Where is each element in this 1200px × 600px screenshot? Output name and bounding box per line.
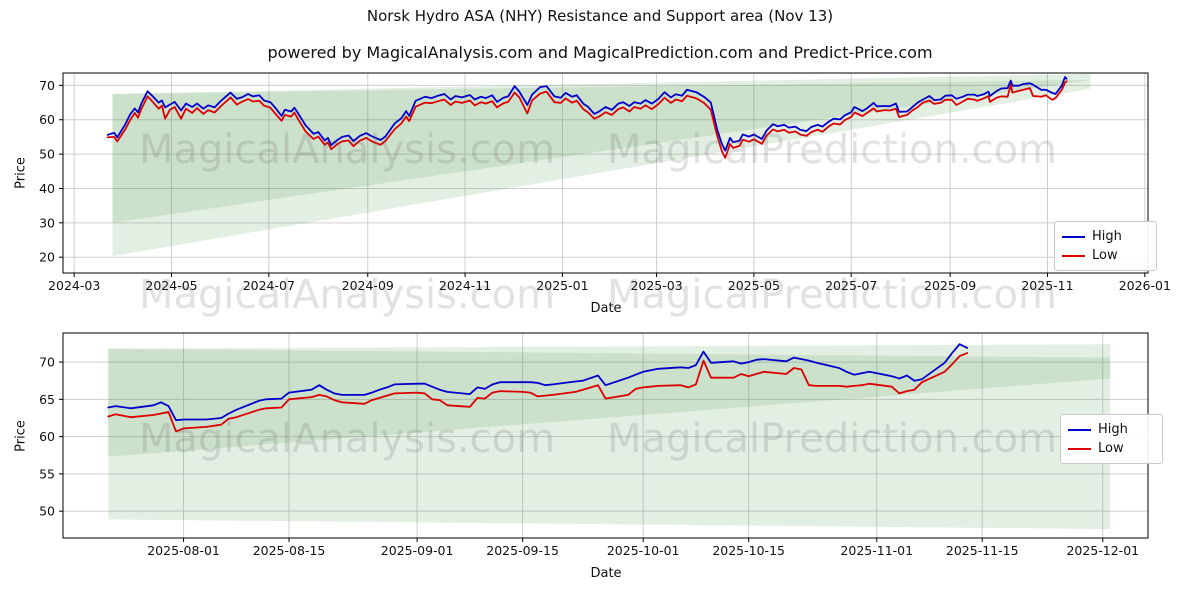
- tick-label-y: 50: [39, 504, 55, 519]
- tick-label-x: 2024-03: [48, 278, 100, 293]
- tick-label-x: 2024-09: [342, 278, 394, 293]
- top-chart-legend: High Low: [1054, 221, 1157, 271]
- bottom-chart-y-axis-label: Price: [13, 420, 29, 452]
- tick-label-x: 2025-08-15: [253, 543, 326, 558]
- low-line-swatch: [1068, 447, 1091, 450]
- tick-label-x: 2025-05: [728, 278, 780, 293]
- tick-label-x: 2025-10-15: [712, 543, 785, 558]
- series-line-high: [107, 343, 969, 422]
- series-line-high: [106, 76, 1068, 152]
- tick-label-x: 2025-12-01: [1066, 543, 1139, 558]
- tick-label-x: 2025-09: [924, 278, 976, 293]
- support-resistance-area-inner: [112, 79, 1091, 223]
- high-line-swatch: [1062, 235, 1085, 238]
- plot-frame: [62, 72, 1149, 274]
- legend-label-high: High: [1092, 229, 1122, 244]
- tick-label-x: 2025-11-01: [840, 543, 913, 558]
- tick-label-y: 55: [39, 466, 55, 481]
- chart-subtitle: powered by MagicalAnalysis.com and Magic…: [267, 43, 933, 62]
- tick-label-x: 2025-08-01: [147, 543, 220, 558]
- legend-label-high: High: [1098, 422, 1128, 437]
- tick-label-x: 2025-03: [630, 278, 682, 293]
- tick-label-y: 50: [39, 147, 55, 162]
- tick-label-x: 2025-09-01: [381, 543, 454, 558]
- tick-label-y: 60: [39, 112, 55, 127]
- chart-title: Norsk Hydro ASA (NHY) Resistance and Sup…: [366, 7, 834, 25]
- tick-label-y: 30: [39, 215, 55, 230]
- tick-label-x: 2025-11: [1021, 278, 1073, 293]
- tick-label-y: 70: [39, 78, 55, 93]
- tick-label-y: 65: [39, 392, 55, 407]
- tick-label-x: 2025-07: [825, 278, 877, 293]
- top-chart-y-axis-label: Price: [13, 157, 29, 189]
- bottom-chart-legend: High Low: [1060, 414, 1163, 464]
- high-line-swatch: [1068, 428, 1091, 431]
- low-line-swatch: [1062, 254, 1085, 257]
- tick-label-x: 2024-05: [145, 278, 197, 293]
- legend-label-low: Low: [1092, 248, 1118, 263]
- tick-label-x: 2025-10-01: [607, 543, 680, 558]
- tick-label-x: 2025-09-15: [486, 543, 559, 558]
- legend-entry-high: High: [1068, 420, 1154, 439]
- legend-entry-high: High: [1062, 227, 1148, 246]
- tick-label-y: 60: [39, 429, 55, 444]
- legend-entry-low: Low: [1068, 439, 1154, 458]
- tick-label-y: 20: [39, 250, 55, 265]
- tick-label-x: 2025-11-15: [946, 543, 1019, 558]
- tick-label-y: 40: [39, 181, 55, 196]
- tick-label-x: 2024-11: [439, 278, 491, 293]
- tick-label-x: 2026-01: [1119, 278, 1171, 293]
- support-resistance-area-outer: [108, 344, 1111, 530]
- tick-label-y: 70: [39, 355, 55, 370]
- series-line-low: [107, 352, 969, 433]
- legend-entry-low: Low: [1062, 246, 1148, 265]
- tick-label-x: 2025-01: [536, 278, 588, 293]
- series-line-low: [106, 80, 1068, 159]
- support-resistance-area-inner: [108, 348, 1111, 457]
- tick-label-x: 2024-07: [243, 278, 295, 293]
- bottom-chart-x-axis-label: Date: [590, 566, 622, 581]
- legend-label-low: Low: [1098, 441, 1124, 456]
- top-chart-x-axis-label: Date: [590, 301, 622, 316]
